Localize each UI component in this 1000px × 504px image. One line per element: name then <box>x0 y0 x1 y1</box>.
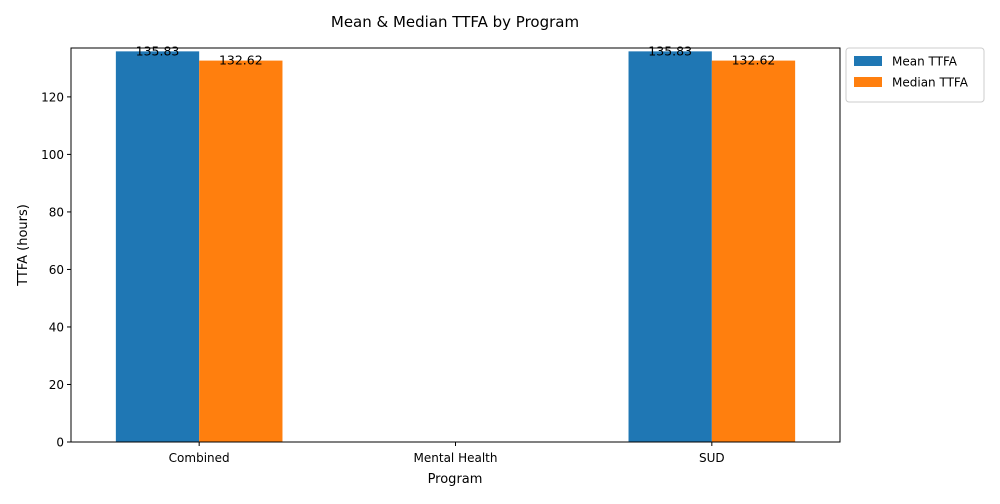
bar <box>711 60 796 442</box>
y-tick-label: 120 <box>41 90 64 104</box>
y-tick-label: 20 <box>49 378 64 392</box>
data-label: 132.62 <box>732 53 776 68</box>
bar <box>628 51 712 443</box>
legend-label: Median TTFA <box>892 76 969 90</box>
x-axis-label: Program <box>428 472 483 487</box>
y-axis-label: TTFA (hours) <box>16 204 31 287</box>
y-tick-label: 40 <box>49 320 64 334</box>
data-label: 135.83 <box>648 43 692 58</box>
plot-frame <box>70 47 841 443</box>
data-label: 132.62 <box>219 53 263 68</box>
legend-label: Mean TTFA <box>892 55 958 69</box>
legend-swatch <box>854 77 882 87</box>
y-tick-label: 100 <box>41 148 64 162</box>
y-tick-label: 60 <box>49 263 64 277</box>
bar <box>115 51 200 443</box>
x-tick-label: Mental Health <box>414 451 498 465</box>
legend: Mean TTFA Median TTFA <box>845 47 985 103</box>
x-tick-label: Combined <box>169 451 230 465</box>
chart-title: Mean & Median TTFA by Program <box>331 13 579 31</box>
y-tick-label: 0 <box>56 436 64 450</box>
bar <box>199 60 283 442</box>
plot-area: 0 20 40 60 80 100 120 Combined 135.83 132.62 Menta… <box>41 43 796 465</box>
data-label: 135.83 <box>136 43 180 58</box>
x-tick-label: SUD <box>699 451 725 465</box>
y-tick-label: 80 <box>49 205 64 219</box>
legend-swatch <box>854 56 882 66</box>
